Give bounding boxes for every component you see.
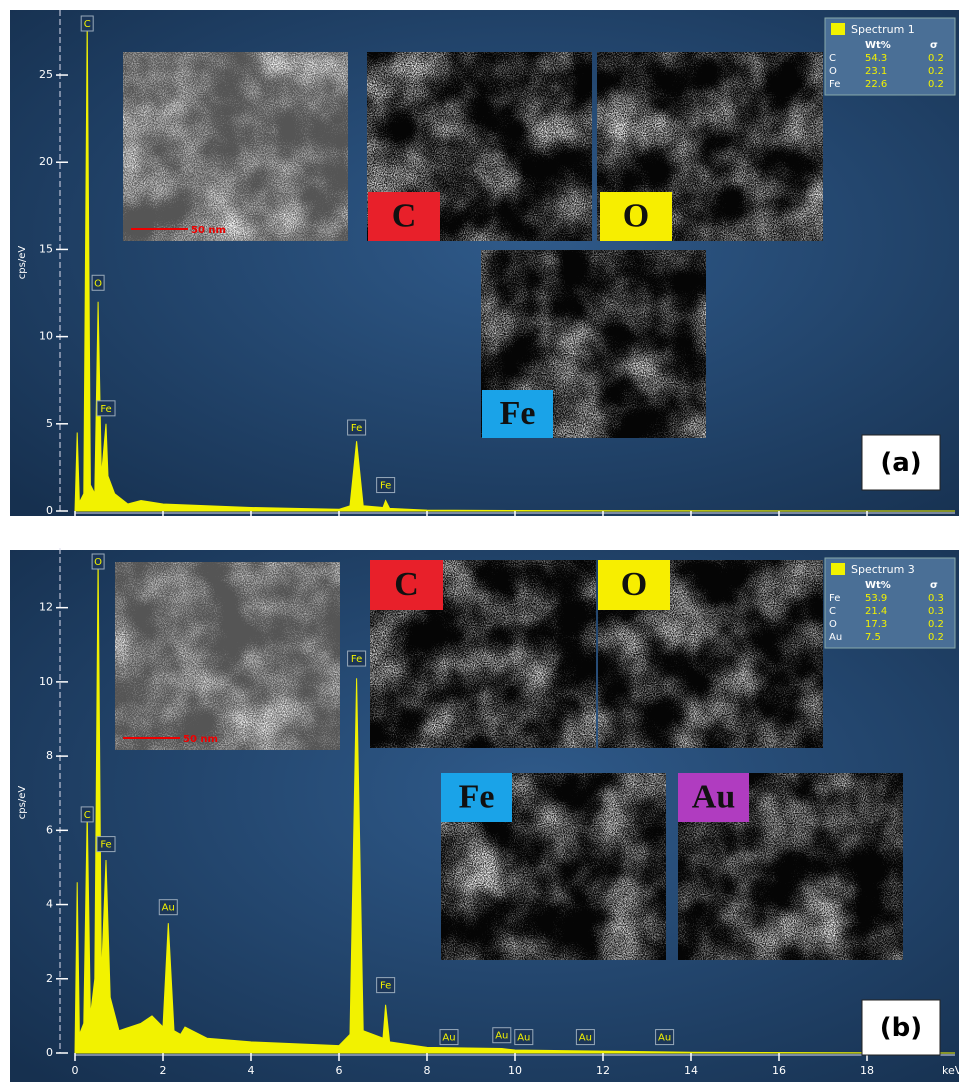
legend-element: Fe [829, 593, 840, 604]
legend-weight: 53.9 [865, 593, 887, 604]
element-label: Au [692, 778, 735, 815]
legend-element: O [829, 619, 837, 630]
y-tick-label: 6 [46, 823, 53, 836]
x-tick-label: 2 [160, 522, 167, 535]
legend-element: C [829, 53, 836, 64]
x-tick-label: 16 [772, 1064, 786, 1077]
sem-texture [123, 52, 348, 241]
element-label: O [623, 197, 649, 234]
y-tick-label: 12 [39, 601, 53, 614]
legend-sigma: 0.3 [928, 593, 944, 604]
y-tick-label: 20 [39, 155, 53, 168]
figure: 024681012141618keV0510152025cps/eVCOFeFe… [0, 0, 959, 1082]
x-tick-label: 6 [336, 1064, 343, 1077]
peak-label: Au [495, 1031, 508, 1042]
x-tick-label: 8 [424, 1064, 431, 1077]
peak-label: Au [658, 1033, 671, 1044]
y-tick-label: 4 [46, 898, 53, 911]
x-tick-label: 4 [248, 1064, 255, 1077]
x-tick-label: 10 [508, 522, 522, 535]
peak-label: Au [517, 1033, 530, 1044]
x-tick-label: 4 [248, 522, 255, 535]
y-axis-label: cps/eV [17, 246, 28, 280]
legend-sigma: 0.2 [928, 66, 944, 77]
element-label: Fe [459, 778, 495, 815]
element-label: O [621, 566, 647, 603]
peak-label: Fe [380, 981, 391, 992]
legend-sigma: 0.2 [928, 53, 944, 64]
peak-label: O [94, 557, 102, 568]
element-label: C [394, 566, 419, 603]
legend-weight: 7.5 [865, 632, 881, 643]
peak-label: Fe [100, 840, 111, 851]
legend-column: Wt% [865, 40, 891, 51]
peak-label: Fe [351, 654, 362, 665]
y-tick-label: 10 [39, 330, 53, 343]
x-tick-label: 14 [684, 522, 698, 535]
legend-element: O [829, 66, 837, 77]
legend-weight: 23.1 [865, 66, 887, 77]
peak-label: Au [162, 903, 175, 914]
scale-bar-label: 50 nm [183, 734, 218, 745]
legend-swatch [831, 23, 845, 35]
panel-label: (a) [880, 448, 921, 478]
legend-weight: 22.6 [865, 79, 887, 90]
legend-element: Au [829, 632, 842, 643]
legend-title: Spectrum 3 [851, 563, 915, 576]
x-tick-label: 16 [772, 522, 786, 535]
x-axis-label: keV [942, 1064, 959, 1077]
y-tick-label: 8 [46, 749, 53, 762]
x-tick-label: 6 [336, 522, 343, 535]
peak-label: C [84, 810, 91, 821]
legend-weight: 54.3 [865, 53, 887, 64]
x-tick-label: 10 [508, 1064, 522, 1077]
legend-column: σ [930, 40, 938, 51]
legend-sigma: 0.2 [928, 632, 944, 643]
x-tick-label: 18 [860, 1064, 874, 1077]
x-tick-label: 18 [860, 522, 874, 535]
y-tick-label: 0 [46, 504, 53, 517]
x-tick-label: 0 [72, 1064, 79, 1077]
legend-weight: 21.4 [865, 606, 887, 617]
legend-element: C [829, 606, 836, 617]
y-tick-label: 0 [46, 1046, 53, 1059]
x-tick-label: 2 [160, 1064, 167, 1077]
peak-label: C [84, 19, 91, 30]
panel-label: (b) [880, 1013, 922, 1043]
legend-sigma: 0.2 [928, 79, 944, 90]
x-tick-label: 12 [596, 1064, 610, 1077]
y-tick-label: 15 [39, 242, 53, 255]
y-tick-label: 25 [39, 68, 53, 81]
y-axis-label: cps/eV [17, 786, 28, 820]
y-tick-label: 10 [39, 675, 53, 688]
peak-label: Au [442, 1033, 455, 1044]
x-tick-label: 8 [424, 522, 431, 535]
legend-swatch [831, 563, 845, 575]
element-label: Fe [500, 395, 536, 432]
element-label: C [392, 197, 417, 234]
legend-sigma: 0.3 [928, 606, 944, 617]
legend-sigma: 0.2 [928, 619, 944, 630]
y-tick-label: 5 [46, 417, 53, 430]
legend-weight: 17.3 [865, 619, 887, 630]
scale-bar-label: 50 nm [191, 225, 226, 236]
y-tick-label: 2 [46, 972, 53, 985]
x-axis-label: keV [942, 522, 959, 535]
peak-label: O [94, 278, 102, 289]
legend-column: σ [930, 580, 938, 591]
legend-column: Wt% [865, 580, 891, 591]
x-tick-label: 12 [596, 522, 610, 535]
peak-label: Au [579, 1033, 592, 1044]
peak-label: Fe [100, 404, 111, 415]
sem-texture [115, 562, 340, 750]
legend-element: Fe [829, 79, 840, 90]
peak-label: Fe [380, 481, 391, 492]
x-tick-label: 0 [72, 522, 79, 535]
x-tick-label: 14 [684, 1064, 698, 1077]
peak-label: Fe [351, 423, 362, 434]
legend-title: Spectrum 1 [851, 23, 915, 36]
